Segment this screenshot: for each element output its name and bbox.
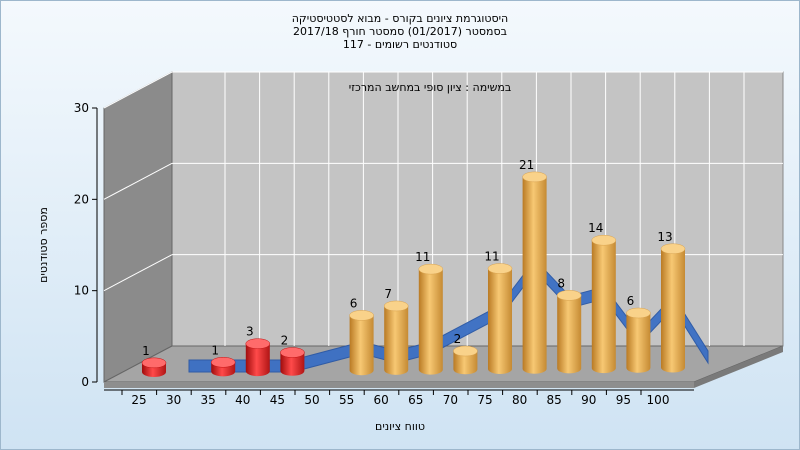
data-label: 21 xyxy=(519,158,534,172)
bar-body xyxy=(418,269,443,375)
data-label: 3 xyxy=(246,325,254,339)
bar-55: 6 xyxy=(349,296,374,376)
bar-body xyxy=(280,352,305,376)
bar-75: 11 xyxy=(484,250,513,374)
data-label: 14 xyxy=(588,221,603,235)
x-tick-label: 30 xyxy=(166,393,181,407)
bar-95: 6 xyxy=(626,294,651,373)
x-axis-label: טווח ציונים xyxy=(375,420,425,433)
bar-80: 21 xyxy=(519,158,547,374)
bar-cap xyxy=(556,290,582,301)
title-line-1: היסטוגרמת ציונים בקורס - מבוא לסטטיסטיקה xyxy=(291,12,509,25)
bar-body xyxy=(488,268,512,374)
data-label: 6 xyxy=(627,294,635,308)
bar-40: 3 xyxy=(245,325,271,377)
bar-45: 2 xyxy=(280,334,305,376)
bar-cap xyxy=(418,263,444,275)
x-tick-label: 25 xyxy=(131,393,146,407)
y-axis-label: מספר סטודנטים xyxy=(37,207,50,283)
bar-body xyxy=(453,351,478,375)
bar-35: 1 xyxy=(210,343,236,377)
data-label: 11 xyxy=(415,250,430,264)
x-tick-label: 85 xyxy=(547,393,562,407)
data-label: 13 xyxy=(657,230,672,244)
y-tick-label: 0 xyxy=(81,375,89,389)
x-tick-label: 100 xyxy=(647,393,670,407)
x-tick-label: 65 xyxy=(408,393,423,407)
data-label: 7 xyxy=(384,287,392,301)
bar-body xyxy=(557,295,582,374)
x-tick-label: 95 xyxy=(616,393,631,407)
bar-body xyxy=(349,315,374,376)
data-label: 1 xyxy=(211,343,219,357)
gridline-left xyxy=(103,71,173,109)
x-tick-label: 60 xyxy=(374,393,389,407)
bar-body xyxy=(591,240,616,374)
bar-body xyxy=(384,305,409,375)
data-label: 8 xyxy=(557,276,565,290)
x-tick-label: 45 xyxy=(270,393,285,407)
x-tick-label: 55 xyxy=(339,393,354,407)
y-tick-label: 30 xyxy=(74,101,89,115)
data-label: 2 xyxy=(281,334,289,348)
title-line-3: סטודנטים רשומים - 117 xyxy=(342,38,458,51)
bar-70: 2 xyxy=(453,332,478,375)
bar-cap xyxy=(245,338,271,349)
bar-100: 13 xyxy=(657,230,686,373)
y-tick-label: 10 xyxy=(74,284,89,298)
bar-body xyxy=(245,343,270,377)
x-tick-label: 40 xyxy=(235,393,250,407)
x-tick-label: 80 xyxy=(512,393,527,407)
gridline-left xyxy=(103,254,173,292)
bar-cap xyxy=(383,300,409,312)
chart-annotation: במשימה : ציון סופי במחשב המרכזי xyxy=(349,81,512,94)
bar-cap xyxy=(349,310,374,321)
bar-body xyxy=(626,313,651,373)
bar-cap xyxy=(522,171,547,183)
bar-cap xyxy=(660,243,686,255)
data-label: 1 xyxy=(142,344,150,358)
x-tick-label: 90 xyxy=(581,393,596,407)
x-tick-label: 70 xyxy=(443,393,458,407)
bar-cap xyxy=(141,357,167,369)
bar-85: 8 xyxy=(556,276,582,374)
bar-body xyxy=(661,248,685,373)
right-side xyxy=(694,346,783,388)
data-label: 6 xyxy=(350,296,358,310)
floor-front-edge xyxy=(104,382,694,388)
y-tick-label: 20 xyxy=(74,192,89,206)
bar-cap xyxy=(591,234,617,246)
x-tick-label: 35 xyxy=(201,393,216,407)
x-axis: 25 30 35 40 45 50 55 60 65 70 75 80 85 90 95 100 xyxy=(104,389,694,407)
data-label: 11 xyxy=(484,250,499,264)
y-axis: 0 10 20 30 xyxy=(74,101,98,389)
back-wall xyxy=(171,71,784,347)
title-line-2: בסמסטר (01/2017) סמסטר חורף 2017/18 xyxy=(293,25,507,38)
x-tick-label: 75 xyxy=(477,393,492,407)
gridlines xyxy=(103,71,783,346)
gridline-left xyxy=(103,162,173,200)
bar-60: 7 xyxy=(383,287,409,375)
bar-25: 1 xyxy=(141,344,167,377)
bar-body xyxy=(522,176,547,374)
x-tick-label: 50 xyxy=(304,393,319,407)
left-wall xyxy=(103,71,173,383)
bar-90: 14 xyxy=(588,221,617,374)
data-label: 2 xyxy=(454,332,462,346)
bar-65: 11 xyxy=(415,250,444,375)
bar-cap xyxy=(453,345,478,357)
bar-cap xyxy=(210,357,236,368)
bar-cap xyxy=(626,307,651,319)
bar-cap xyxy=(280,347,305,358)
bar-cap xyxy=(487,263,513,274)
